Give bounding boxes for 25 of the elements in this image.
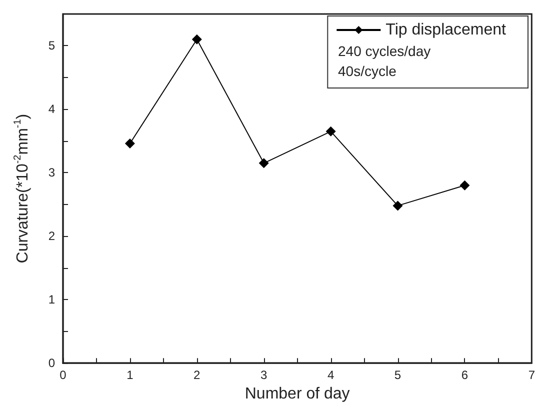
point bbox=[326, 126, 336, 136]
x-tick-label: 4 bbox=[327, 368, 334, 382]
x-tick-label: 5 bbox=[394, 368, 402, 382]
annotation: 40s/cycle bbox=[338, 63, 397, 79]
point bbox=[124, 138, 135, 148]
y-tick-label: 5 bbox=[48, 38, 56, 53]
y-tick-label: 0 bbox=[48, 356, 56, 370]
point bbox=[392, 200, 403, 211]
y-axis-title: Curvature(*10-2mm-1) bbox=[12, 114, 32, 264]
x-axis-title: Number of day bbox=[244, 386, 350, 402]
x-tick-label: 7 bbox=[528, 368, 536, 382]
y-tick-label: 4 bbox=[48, 102, 56, 116]
annotation: 240 cycles/day bbox=[338, 43, 431, 59]
x-tick-label: 1 bbox=[126, 368, 134, 382]
x-tick-label: 6 bbox=[461, 368, 468, 382]
y-tick-label: 3 bbox=[48, 166, 56, 180]
y-tick-label: 2 bbox=[48, 229, 56, 244]
point bbox=[192, 34, 202, 44]
legend-label: Tip displacement bbox=[386, 22, 507, 38]
x-tick-label: 3 bbox=[260, 368, 268, 382]
point bbox=[258, 158, 269, 168]
point bbox=[460, 180, 470, 190]
x-tick-label: 0 bbox=[60, 368, 67, 382]
y-tick-label: 1 bbox=[48, 292, 56, 307]
x-tick-label: 2 bbox=[194, 368, 201, 382]
